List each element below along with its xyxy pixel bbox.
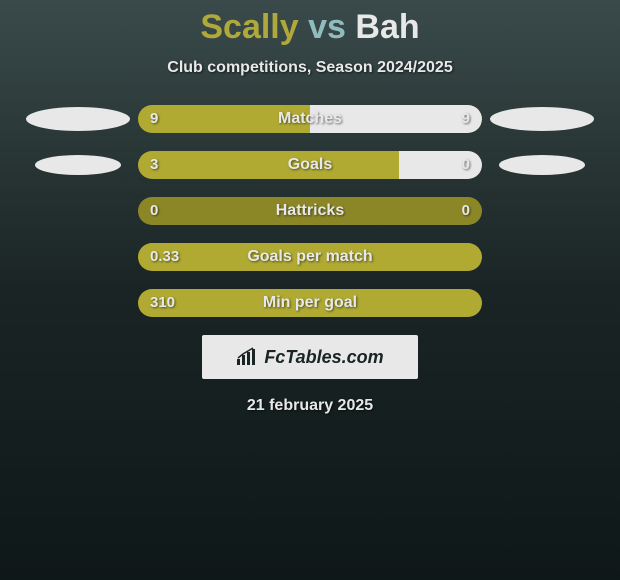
stat-row: 0.33 Goals per match [0, 243, 620, 271]
stat-bar: 0.33 Goals per match [138, 243, 482, 271]
player1-ellipse-icon [35, 155, 121, 175]
player2-ellipse-icon [490, 107, 594, 131]
subtitle: Club competitions, Season 2024/2025 [0, 59, 620, 77]
stat-row: 310 Min per goal [0, 289, 620, 317]
stat-row: 0 Hattricks 0 [0, 197, 620, 225]
stat-bar: 9 Matches 9 [138, 105, 482, 133]
title-separator: vs [308, 8, 346, 46]
right-side [482, 155, 602, 175]
player1-ellipse-icon [26, 107, 130, 131]
brand-badge[interactable]: FcTables.com [202, 335, 418, 379]
stat-bar: 3 Goals 0 [138, 151, 482, 179]
left-side [18, 155, 138, 175]
stat-bar: 0 Hattricks 0 [138, 197, 482, 225]
player2-ellipse-icon [499, 155, 585, 175]
stat-label: Min per goal [138, 289, 482, 317]
stat-label: Matches [138, 105, 482, 133]
stat-value-right: 0 [462, 151, 470, 179]
title-player1: Scally [200, 8, 298, 46]
title-player2: Bah [355, 8, 419, 46]
page-title: Scally vs Bah [0, 8, 620, 47]
stat-value-right: 0 [462, 197, 470, 225]
stat-value-right: 9 [462, 105, 470, 133]
stat-label: Hattricks [138, 197, 482, 225]
stat-row: 9 Matches 9 [0, 105, 620, 133]
stat-rows: 9 Matches 9 3 Goals 0 [0, 105, 620, 317]
footer-date: 21 february 2025 [0, 397, 620, 415]
left-side [18, 107, 138, 131]
stat-row: 3 Goals 0 [0, 151, 620, 179]
chart-icon [236, 347, 258, 367]
brand-text: FcTables.com [264, 347, 383, 368]
stat-bar: 310 Min per goal [138, 289, 482, 317]
stat-label: Goals per match [138, 243, 482, 271]
right-side [482, 107, 602, 131]
stat-label: Goals [138, 151, 482, 179]
comparison-container: Scally vs Bah Club competitions, Season … [0, 0, 620, 415]
